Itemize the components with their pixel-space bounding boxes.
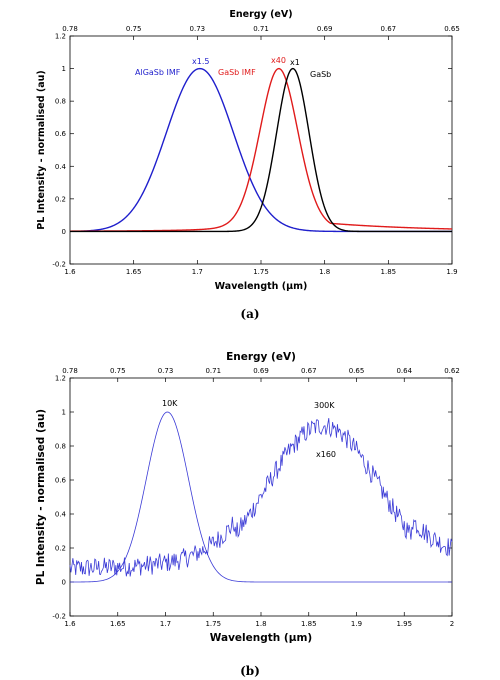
y-tick-label: 1 [62,409,66,417]
scale-label-algasb: x1.5 [192,57,209,66]
y-tick-label: 1 [62,65,66,73]
top-tick-label: 0.73 [190,25,206,33]
top-tick-labels-b: 0.78 0.75 0.73 0.71 0.69 0.67 0.65 0.64 0.62 [62,367,460,375]
top-tick-label: 0.67 [381,25,397,33]
scale-label-gasb-imf: x40 [271,56,286,65]
top-tick-label: 0.75 [126,25,142,33]
x-tick-label: 1.65 [110,620,126,628]
top-tick-label: 0.69 [317,25,333,33]
top-tick-labels-a: 0.78 0.75 0.73 0.71 0.69 0.67 0.65 [62,25,460,33]
top-tick-label: 0.62 [444,367,460,375]
x-tick-label: 1.8 [319,268,330,276]
plot-frame-b [69,377,453,617]
y-tick-labels-b: -0.2 0 0.2 0.4 0.6 0.8 1 1.2 [52,375,66,621]
y-tick-label: 0 [62,579,66,587]
y-tick-labels-a: -0.2 0 0.2 0.4 0.6 0.8 1 1.2 [52,33,66,269]
y-axis-title-b: PL Intensity - normalised (au) [35,409,47,585]
top-tick-label: 0.69 [253,367,269,375]
top-axis-title-a: Energy (eV) [229,9,292,20]
y-tick-label: -0.2 [52,613,66,621]
top-tick-label: 0.64 [396,367,412,375]
y-tick-label: 0.4 [55,163,67,171]
series-label-10k: 10K [162,399,178,408]
series-line-300k [69,418,453,577]
x-tick-label: 1.65 [126,268,142,276]
top-tick-label: 0.75 [110,367,126,375]
caption-a: (a) [240,307,259,321]
plot-frame-a [69,35,453,265]
top-tick-label: 0.73 [158,367,174,375]
top-tick-label: 0.78 [62,25,78,33]
x-axis-title-a: Wavelength (µm) [215,281,308,292]
x-tick-label: 1.95 [396,620,412,628]
y-tick-label: 1.2 [55,33,66,41]
x-tick-label: 1.75 [205,620,221,628]
series-line-gasb [70,67,452,233]
x-tick-label: 1.6 [64,620,76,628]
y-tick-label: 0.2 [55,545,66,553]
x-tick-labels-b: 1.6 1.65 1.7 1.75 1.8 1.85 1.9 1.95 2 [64,620,454,628]
x-axis-title-b: Wavelength (µm) [210,632,312,644]
top-tick-label: 0.65 [349,367,365,375]
ticks-b [69,377,453,617]
y-tick-label: 0.8 [55,98,66,106]
y-tick-label: 0.6 [55,130,67,138]
y-tick-label: 0.6 [55,477,67,485]
top-tick-label: 0.78 [62,367,78,375]
chart-panel-b: 1.6 1.65 1.7 1.75 1.8 1.85 1.9 1.95 2 -0.2 0 0.2 0.… [35,351,460,678]
scale-label-300k: x160 [316,450,336,459]
series-label-gasb: GaSb [310,70,331,79]
x-tick-label: 1.85 [301,620,317,628]
series-label-gasb-imf: GaSb IMF [218,68,256,77]
x-tick-label: 2 [450,620,454,628]
y-tick-label: 0.4 [55,511,67,519]
chart-panel-a: 1.6 1.65 1.7 1.75 1.8 1.85 1.9 -0.2 0 0.2 0.4 0.6 0… [36,9,460,321]
caption-b: (b) [240,664,260,678]
series-lines-a [69,67,453,233]
series-lines-b [69,411,453,583]
top-tick-label: 0.65 [444,25,460,33]
series-label-300k: 300K [314,401,335,410]
top-tick-label: 0.71 [205,367,221,375]
x-tick-label: 1.9 [351,620,362,628]
x-tick-label: 1.85 [381,268,397,276]
y-axis-title-a: PL Intensity - normalised (au) [36,70,47,229]
x-tick-label: 1.8 [255,620,266,628]
y-tick-label: 1.2 [55,375,66,383]
y-tick-label: -0.2 [52,261,66,269]
x-tick-label: 1.7 [160,620,171,628]
ticks-a [69,35,453,265]
scale-label-gasb: x1 [290,58,300,67]
x-tick-label: 1.6 [64,268,76,276]
y-tick-label: 0.8 [55,443,66,451]
top-axis-title-b: Energy (eV) [226,351,296,363]
x-tick-label: 1.75 [253,268,269,276]
top-tick-label: 0.67 [301,367,317,375]
y-tick-label: 0 [62,228,66,236]
series-label-algasb: AlGaSb IMF [135,68,181,77]
top-tick-label: 0.71 [253,25,269,33]
x-tick-labels-a: 1.6 1.65 1.7 1.75 1.8 1.85 1.9 [64,268,457,276]
x-tick-label: 1.7 [192,268,203,276]
x-tick-label: 1.9 [446,268,457,276]
series-line-10k [70,411,452,583]
y-tick-label: 0.2 [55,195,66,203]
